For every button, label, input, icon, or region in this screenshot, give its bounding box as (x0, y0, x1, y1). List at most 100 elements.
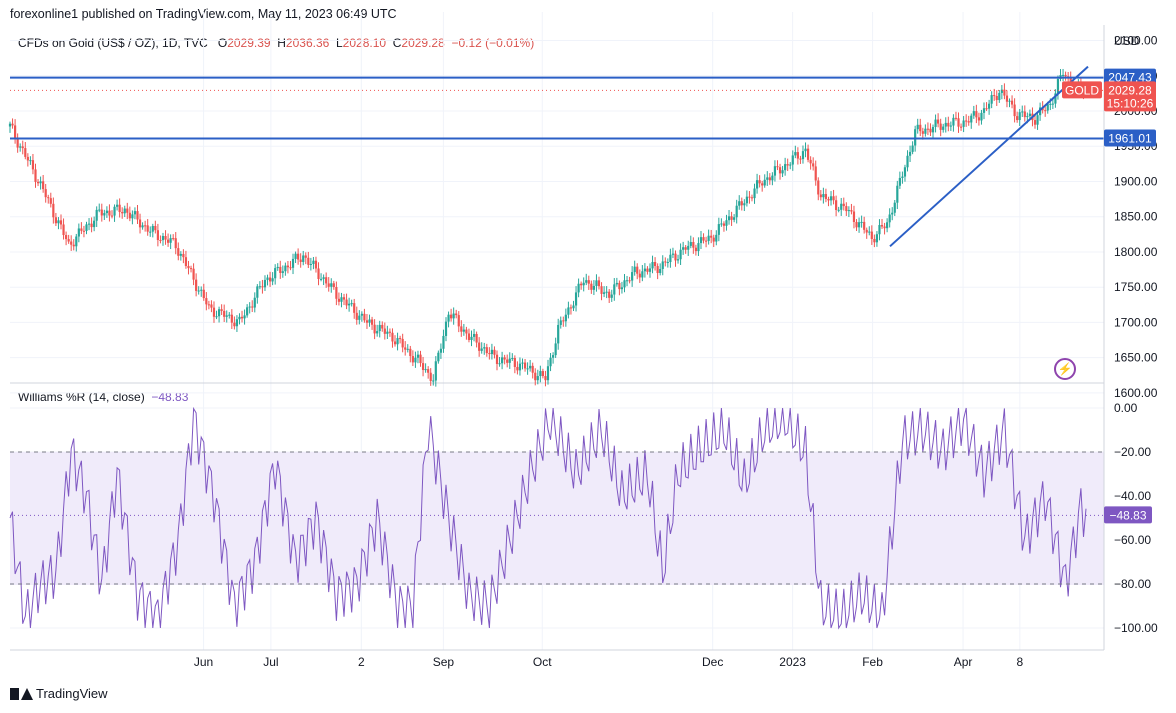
candle-body (679, 249, 682, 260)
candle-body (965, 120, 968, 122)
candle-body (669, 254, 672, 263)
candle-body (993, 95, 996, 97)
candle-body (223, 310, 226, 317)
candle-body (710, 235, 713, 238)
candle-body (829, 196, 833, 201)
price-tick-label: 1650.00 (1114, 351, 1158, 365)
candle-body (569, 307, 573, 309)
candle-body (738, 201, 741, 206)
candle-body (462, 329, 465, 332)
candle-body (822, 194, 825, 198)
candle-body (261, 286, 264, 288)
time-tick-label: Dec (702, 655, 723, 669)
candle-body (914, 129, 917, 146)
candle-body (90, 223, 93, 228)
candle-body (93, 220, 96, 228)
candle-body (574, 292, 578, 306)
candle-body (309, 264, 312, 266)
candle-body (636, 266, 639, 274)
candle-body (755, 180, 759, 189)
candle-body (406, 348, 409, 350)
candle-body (1005, 95, 1009, 102)
candle-body (1021, 111, 1024, 113)
candle-body (549, 357, 552, 367)
candle-body (399, 338, 402, 340)
candle-body (659, 268, 662, 274)
candle-body (118, 204, 121, 213)
candle-body (184, 257, 188, 267)
symbol-title[interactable]: CFDs on Gold (US$ / OZ), 1D, TVC (18, 36, 208, 50)
candle-body (67, 239, 70, 242)
candle-body (263, 279, 267, 288)
candle-body (692, 242, 695, 248)
candle-body (424, 369, 427, 371)
candle-body (266, 277, 269, 280)
candle-body (141, 225, 144, 228)
candle-body (898, 177, 901, 186)
wr-series-line (9, 406, 1087, 630)
candle-body (31, 160, 35, 170)
flash-icon[interactable]: ⚡ (1054, 358, 1076, 380)
candle-body (776, 166, 779, 168)
indicator-legend[interactable]: Williams %R (14, close) −48.83 (18, 390, 188, 404)
candle-body (470, 336, 473, 340)
candle-body (279, 266, 282, 273)
candle-body (297, 253, 300, 260)
candle-body (256, 286, 259, 298)
candle-body (177, 248, 180, 256)
candle-body (128, 212, 131, 219)
price-tick-label: 1700.00 (1114, 315, 1158, 329)
candle-body (697, 243, 700, 252)
candle-body (536, 376, 539, 381)
candle-body (842, 203, 845, 207)
change-value: −0.12 (−0.01%) (451, 36, 535, 50)
candle-body (743, 203, 746, 206)
candle-body (873, 238, 876, 243)
candle-body (200, 289, 203, 291)
candle-body (715, 234, 718, 242)
candle-body (750, 197, 754, 199)
candle-body (784, 164, 787, 171)
candle-body (460, 326, 463, 332)
candle-body (103, 213, 106, 216)
candle-body (29, 160, 32, 162)
candle-body (567, 307, 570, 315)
candle-body (238, 316, 241, 320)
candle-body (70, 241, 73, 245)
support-tag-bg (1104, 129, 1156, 147)
currency-label: USD (1114, 34, 1140, 48)
candle-body (493, 349, 496, 355)
tradingview-logo[interactable]: TradingView (10, 686, 108, 701)
candle-body (638, 273, 641, 278)
candle-body (694, 247, 697, 252)
candle-body (781, 170, 784, 174)
candle-body (580, 283, 583, 286)
candle-body (929, 128, 932, 133)
candle-body (975, 111, 978, 118)
candle-body (498, 363, 501, 365)
price-tick-label: 2100.00 (1114, 34, 1158, 48)
candle-body (699, 237, 703, 244)
candle-body (42, 181, 45, 190)
candle-body (195, 279, 198, 291)
candle-body (100, 209, 103, 216)
candle-body (773, 166, 777, 176)
candle-body (962, 120, 965, 127)
time-tick-label: Apr (954, 655, 973, 669)
candle-body (36, 181, 40, 184)
candle-body (577, 283, 580, 293)
candle-body (602, 292, 606, 294)
candle-body (85, 224, 88, 231)
candle-body (77, 228, 80, 237)
candle-body (154, 225, 157, 231)
candle-body (883, 226, 886, 229)
candle-body (508, 358, 511, 363)
candle-body (643, 268, 646, 272)
time-tick-label: Oct (533, 655, 552, 669)
candle-body (1036, 115, 1039, 125)
candle-body (465, 329, 468, 334)
candle-body (54, 217, 57, 224)
candle-body (205, 298, 208, 305)
candle-body (623, 280, 626, 288)
